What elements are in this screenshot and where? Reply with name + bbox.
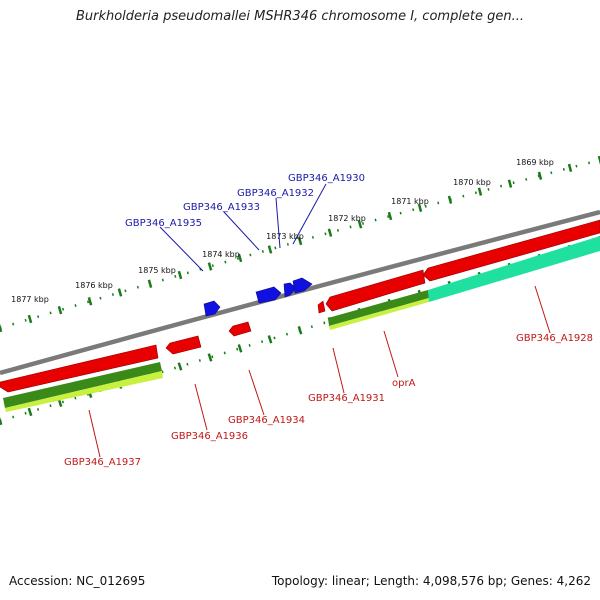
teal-band-right[interactable] — [428, 236, 600, 302]
scale-label-1870: 1870 kbp — [453, 178, 491, 187]
scale-label-1877: 1877 kbp — [11, 295, 49, 304]
gene-feature-opra[interactable] — [325, 269, 426, 312]
scale-tick — [567, 163, 573, 173]
scale-tick — [447, 195, 453, 204]
gene-feature-a1931[interactable] — [317, 300, 326, 314]
red-gene-labels: GBP346_A1928 oprA GBP346_A1931 GBP346_A1… — [64, 333, 593, 468]
scale-tick — [177, 270, 183, 280]
blue-features[interactable] — [203, 277, 313, 317]
gene-feature-a1937[interactable] — [0, 344, 159, 393]
scale-tick — [297, 236, 303, 246]
topology-summary: Topology: linear; Length: 4,098,576 bp; … — [271, 574, 591, 588]
gene-label-a1928: GBP346_A1928 — [516, 333, 593, 344]
green-band-middle[interactable] — [328, 290, 429, 326]
red-label-connectors — [88, 285, 551, 458]
map-title: Burkholderia pseudomallei MSHR346 chromo… — [75, 9, 525, 24]
scale-tick — [237, 344, 243, 353]
upper-scale-track — [0, 155, 600, 333]
scale-tick — [387, 211, 393, 221]
scale-tick — [0, 323, 3, 333]
gene-label-a1933: GBP346_A1933 — [183, 202, 260, 213]
scale-tick — [207, 353, 213, 362]
scale-tick — [27, 314, 33, 324]
scale-tick — [147, 279, 153, 288]
gene-feature-a1930[interactable] — [292, 277, 313, 294]
secondary-tracks — [3, 236, 600, 412]
scale-tick — [507, 179, 513, 188]
scale-tick — [537, 171, 543, 180]
blue-label-connectors — [159, 183, 327, 272]
scale-tick — [417, 203, 423, 213]
gene-feature-a1932[interactable] — [283, 282, 297, 298]
accession-text: Accession: NC_012695 — [9, 574, 146, 588]
scale-tick — [327, 228, 333, 237]
blue-gene-labels: GBP346_A1930 GBP346_A1932 GBP346_A1933 G… — [125, 173, 365, 229]
gene-label-a1935: GBP346_A1935 — [125, 218, 202, 229]
scale-tick — [27, 407, 33, 417]
scale-tick — [597, 155, 600, 165]
red-features[interactable] — [0, 219, 600, 393]
scale-tick — [177, 362, 183, 371]
gene-label-a1930: GBP346_A1930 — [288, 173, 365, 184]
gene-feature-a1928[interactable] — [422, 219, 600, 282]
scale-label-1873: 1873 kbp — [266, 232, 304, 241]
scale-tick — [117, 288, 123, 297]
scale-label-1874: 1874 kbp — [202, 250, 240, 259]
scale-label-1871: 1871 kbp — [391, 197, 429, 206]
gene-label-a1936: GBP346_A1936 — [171, 431, 248, 442]
scale-label-1875: 1875 kbp — [138, 266, 176, 275]
gene-label-opra: oprA — [392, 378, 416, 389]
gene-label-a1932: GBP346_A1932 — [237, 188, 314, 199]
scale-tick — [357, 220, 363, 229]
green-band-left-light[interactable] — [5, 371, 163, 412]
green-band-left[interactable] — [3, 362, 162, 408]
gene-label-a1934: GBP346_A1934 — [228, 415, 305, 426]
gene-feature-a1936[interactable] — [165, 335, 202, 355]
green-band-middle-light[interactable] — [329, 298, 429, 330]
scale-label-1872: 1872 kbp — [328, 214, 366, 223]
scale-tick — [477, 187, 483, 196]
scale-label-1876: 1876 kbp — [75, 281, 113, 290]
scale-label-1869: 1869 kbp — [516, 158, 554, 167]
scale-tick — [267, 335, 273, 344]
gene-label-a1931: GBP346_A1931 — [308, 393, 385, 404]
scale-tick — [207, 262, 213, 271]
scale-labels: 1869 kbp 1870 kbp 1871 kbp 1872 kbp 1873… — [11, 158, 554, 304]
gene-label-a1937: GBP346_A1937 — [64, 457, 141, 468]
scale-tick — [57, 305, 63, 315]
scale-tick — [297, 326, 303, 335]
scale-tick — [267, 245, 273, 254]
scale-tick — [237, 253, 243, 263]
gene-feature-a1933[interactable] — [255, 286, 282, 304]
gene-feature-a1935[interactable] — [203, 300, 221, 317]
scale-tick — [87, 297, 93, 306]
gene-feature-a1934[interactable] — [228, 321, 252, 337]
scale-tick — [0, 416, 3, 426]
